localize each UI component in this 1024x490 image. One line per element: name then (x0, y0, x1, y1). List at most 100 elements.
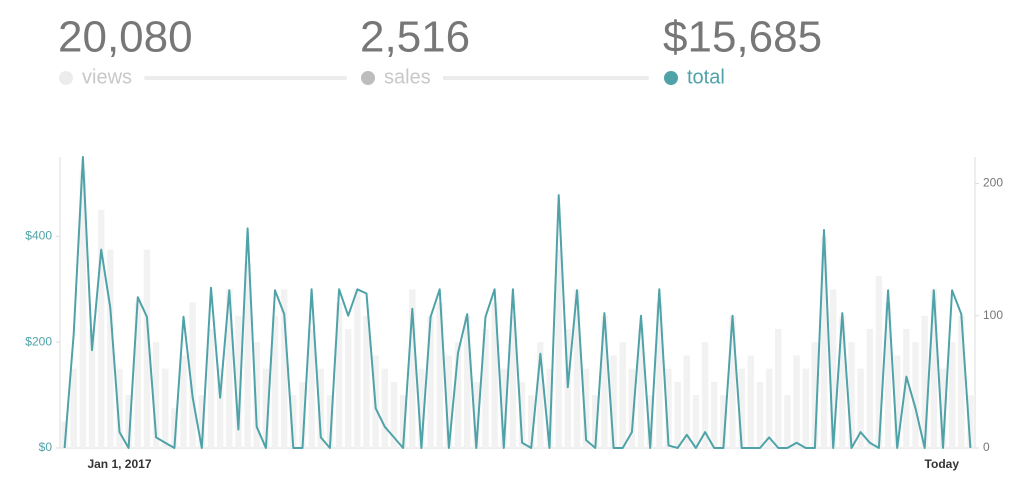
bar (280, 289, 288, 448)
bar (784, 395, 791, 448)
bar (226, 289, 233, 448)
bar (88, 328, 96, 448)
bar (244, 262, 251, 448)
bar (235, 315, 242, 448)
bar (207, 328, 215, 448)
bar (720, 395, 727, 448)
stat-value: 20,080 (58, 13, 193, 62)
bar (143, 249, 151, 448)
y2-tick-label: 100 (983, 308, 1003, 322)
bar (875, 276, 883, 448)
bar (665, 368, 672, 448)
legend-dot[interactable] (59, 71, 73, 85)
y2-tick-label: 200 (983, 176, 1003, 190)
bar (381, 368, 389, 448)
bar (253, 342, 260, 448)
bar (930, 289, 938, 448)
bar (116, 368, 123, 448)
line (63, 156, 972, 449)
bar (656, 302, 663, 448)
bar (701, 342, 709, 448)
bar (793, 355, 800, 448)
bar (912, 342, 919, 448)
bar (162, 368, 169, 448)
y2-tick-label: 0 (983, 440, 990, 454)
legend-dot[interactable] (361, 71, 375, 85)
x-tick-label: Today (925, 457, 960, 471)
bar (262, 368, 270, 448)
bar (738, 368, 745, 448)
bar (399, 395, 407, 448)
bar (820, 236, 828, 448)
y-tick-label: $400 (25, 229, 52, 243)
legend-label[interactable]: views (82, 66, 132, 88)
bar (967, 395, 974, 448)
bar (152, 342, 160, 448)
bar (473, 381, 480, 448)
bar (436, 302, 443, 448)
bar (308, 328, 315, 448)
bar (564, 328, 572, 448)
bar (326, 395, 334, 448)
bar (189, 302, 196, 448)
bar (948, 342, 956, 448)
stat-value: 2,516 (360, 13, 470, 62)
bar (619, 342, 626, 448)
bar (216, 368, 224, 448)
y-tick-label: $0 (39, 440, 53, 454)
bar (427, 315, 434, 448)
bar (582, 368, 590, 448)
bar (674, 381, 681, 448)
bar (290, 395, 297, 448)
bar (537, 342, 544, 448)
bar (491, 302, 498, 448)
bar (97, 209, 105, 448)
bar (610, 355, 617, 448)
bar (171, 408, 178, 448)
bar (592, 395, 599, 448)
bar (70, 368, 77, 448)
bar (646, 395, 654, 448)
bar (345, 328, 352, 448)
bar (692, 395, 700, 448)
bar (802, 368, 809, 448)
bar (518, 381, 526, 448)
bar (463, 315, 471, 448)
bar (729, 315, 736, 448)
bar (894, 355, 901, 448)
bar (921, 315, 928, 448)
bar (335, 302, 343, 448)
bar (354, 289, 361, 448)
bar (271, 315, 279, 448)
x-tick-label: Jan 1, 2017 (87, 457, 151, 471)
bar (390, 381, 398, 448)
legend-dot[interactable] (664, 71, 678, 85)
bar (125, 395, 132, 448)
bar (61, 421, 68, 448)
legend-label[interactable]: total (687, 66, 725, 88)
bar (445, 355, 453, 448)
bar (299, 381, 306, 448)
bar (939, 368, 947, 448)
bar (857, 368, 864, 448)
bar (765, 368, 773, 448)
bar (958, 315, 965, 448)
bar (528, 395, 535, 448)
legend-label[interactable]: sales (384, 66, 431, 88)
bar (454, 342, 462, 448)
stat-value: $15,685 (663, 13, 822, 62)
bar (711, 381, 718, 448)
bar (482, 328, 489, 448)
bar (363, 315, 370, 448)
bar (775, 328, 782, 448)
bar (317, 368, 324, 448)
bar (79, 170, 87, 448)
bar (848, 342, 855, 448)
bar (637, 328, 645, 448)
bar (555, 249, 562, 448)
bar (180, 355, 187, 448)
bar (903, 328, 910, 448)
bar (509, 315, 517, 448)
bar (134, 302, 141, 448)
bar (409, 289, 416, 448)
